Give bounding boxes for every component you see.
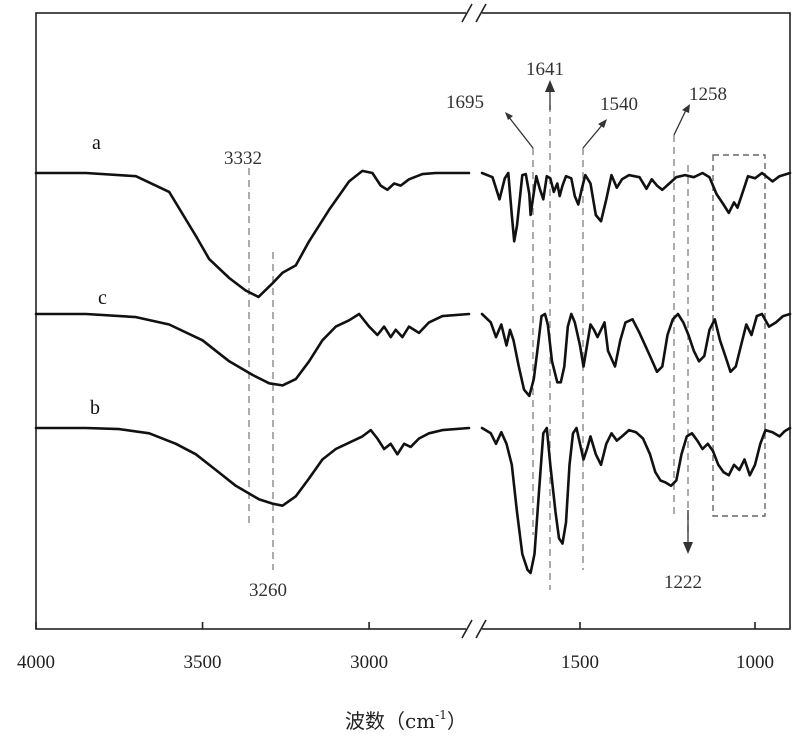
series-label-b: b [90,397,100,419]
highlight-box [712,154,766,517]
series-label-c: c [98,287,107,309]
axis-break-slash [475,619,487,639]
x-tick-label: 3000 [350,652,388,673]
arrow-1695 [507,115,534,149]
axis-break-slash [461,3,473,23]
plot-frame [35,12,791,630]
arrow-1695-head [505,112,513,120]
annotation-1540: 1540 [600,94,638,115]
arrow-1540-head [598,119,607,128]
x-axis-title-sup: -1 [435,708,447,722]
annotation-arrows [505,80,693,554]
annotation-3332: 3332 [224,148,262,169]
x-axis-title-main: 波数（cm [345,709,435,733]
axis-break-slash [475,3,487,23]
series-c-right-line [480,312,792,398]
axis-break [461,3,487,639]
axis-break-gap-top [466,7,482,19]
series-b-right-line [480,426,792,575]
annotation-1641: 1641 [526,59,564,80]
annotation-1258: 1258 [689,84,727,105]
axis-break-gap-bottom [466,623,482,635]
x-tick-label: 3500 [184,652,222,673]
series-a-right-line [480,171,792,243]
x-axis-title: 波数（cm-1） [345,708,467,733]
arrow-1641-head [545,80,555,92]
annotation-1222: 1222 [664,572,702,593]
x-tick-label: 1000 [736,652,774,673]
series-label-a: a [92,132,101,154]
x-tick-label: 1500 [561,652,599,673]
x-axis-ticks: 4000 3500 3000 1500 1000 [17,622,774,673]
x-axis-title-close: ） [447,709,467,733]
arrow-1258 [673,109,687,136]
spectra-traces [34,169,792,575]
series-b-left-line [34,426,471,507]
series-c-left-line [34,312,471,387]
x-tick-label: 4000 [17,652,55,673]
series-a-left-line [34,169,471,299]
arrow-1222-head [683,542,693,554]
axis-break-slash [461,619,473,639]
annotation-3260: 3260 [249,580,287,601]
annotation-1695: 1695 [446,92,484,113]
arrow-1258-head [682,104,690,113]
arrow-1540 [582,123,604,149]
